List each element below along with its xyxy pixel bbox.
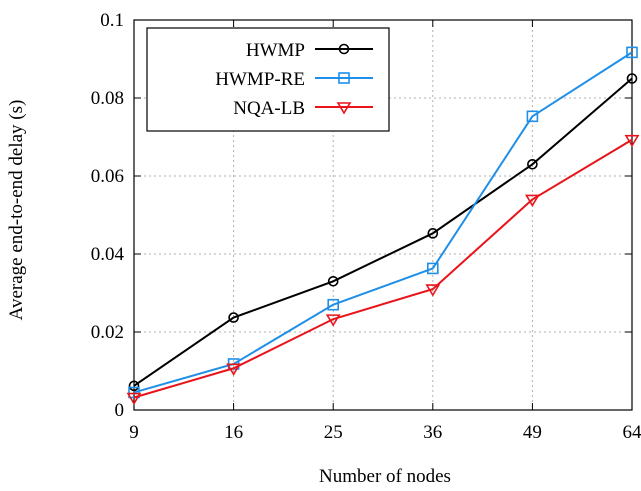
y-tick-label: 0 — [115, 400, 125, 421]
data-point-hwmp — [327, 275, 339, 287]
data-point-nqa-lb — [524, 194, 540, 207]
axes: 9 16 25 36 49 64 0 0.02 0.04 0.06 0.08 0.1 — [91, 10, 641, 443]
y-tick-label: 0.06 — [91, 166, 124, 187]
y-tick-label: 0.08 — [91, 88, 124, 109]
y-axis-label: Average end-to-end delay (s) — [6, 100, 27, 321]
x-tick-label: 36 — [423, 422, 442, 443]
data-point-hwmp-re — [327, 298, 340, 311]
legend-label-nqa-lb: NQA-LB — [233, 98, 305, 119]
x-tick-label: 25 — [324, 422, 343, 443]
data-point-hwmp-re — [626, 46, 638, 59]
data-point-hwmp-re — [426, 262, 439, 275]
data-point-nqa-lb — [425, 284, 441, 297]
data-point-hwmp — [626, 73, 638, 84]
y-tick-label: 0.02 — [91, 322, 124, 343]
legend-marker-nqa-lb — [336, 102, 352, 115]
data-point-nqa-lb — [325, 314, 341, 327]
x-tick-label: 64 — [623, 422, 641, 443]
y-tick-label: 0.04 — [91, 244, 125, 265]
legend-marker-hwmp — [338, 43, 350, 55]
data-point-nqa-lb — [126, 392, 142, 406]
data-point-hwmp — [128, 380, 140, 392]
legend-label-hwmp-re: HWMP-RE — [215, 69, 305, 90]
legend-marker-hwmp-re — [338, 72, 350, 84]
series-lines — [126, 46, 640, 406]
data-point-hwmp — [427, 228, 439, 239]
data-point-hwmp-re — [526, 110, 539, 123]
x-tick-label: 16 — [224, 422, 243, 443]
data-point-nqa-lb — [226, 363, 242, 376]
x-tick-label: 49 — [523, 422, 542, 443]
legend: HWMP HWMP-RE NQA-LB — [146, 27, 390, 132]
data-point-nqa-lb — [624, 134, 640, 148]
legend-label-hwmp: HWMP — [246, 40, 305, 61]
x-tick-label: 9 — [129, 422, 139, 443]
series-line-nqa-lb — [133, 138, 633, 399]
series-line-hwmp — [133, 77, 633, 387]
data-point-hwmp — [527, 159, 538, 170]
plot-frame — [133, 19, 633, 411]
data-point-hwmp — [228, 312, 239, 323]
y-tick-label: 0.1 — [100, 10, 124, 31]
x-axis-label: Number of nodes — [319, 466, 451, 487]
series-line-hwmp-re — [133, 51, 633, 394]
